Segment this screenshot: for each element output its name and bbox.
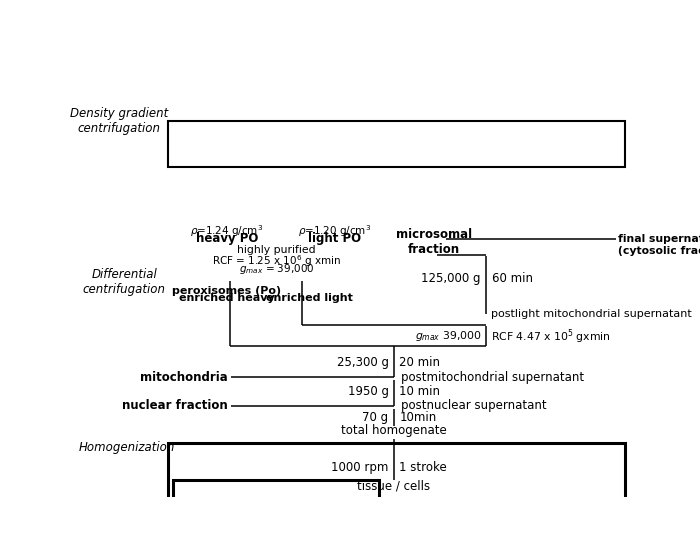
Text: enriched heavy: enriched heavy xyxy=(179,293,275,302)
Text: microsomal
fraction: microsomal fraction xyxy=(395,228,472,256)
Text: 125,000 g: 125,000 g xyxy=(421,272,481,285)
Text: enriched light: enriched light xyxy=(267,293,354,302)
Text: Density gradient
centrifugation: Density gradient centrifugation xyxy=(70,107,168,134)
Text: postmitochondrial supernatant: postmitochondrial supernatant xyxy=(400,371,584,384)
Text: 60 min: 60 min xyxy=(491,272,533,285)
Text: peroxisomes (Po): peroxisomes (Po) xyxy=(172,286,281,296)
Text: 25,300 g: 25,300 g xyxy=(337,356,389,369)
Text: nuclear fraction: nuclear fraction xyxy=(122,399,228,412)
Text: RCF 4.47 x 10$^5$ gxmin: RCF 4.47 x 10$^5$ gxmin xyxy=(491,327,610,345)
Text: postlight mitochondrial supernatant: postlight mitochondrial supernatant xyxy=(491,309,692,319)
Text: Differential
centrifugation: Differential centrifugation xyxy=(83,268,166,296)
Text: postnuclear supernatant: postnuclear supernatant xyxy=(400,399,546,412)
Bar xyxy=(168,121,624,167)
Text: heavy PO: heavy PO xyxy=(196,232,258,246)
Text: mitochondria: mitochondria xyxy=(140,371,228,384)
Text: highly purified: highly purified xyxy=(237,244,316,254)
Text: $\rho$=1.24 g/cm$^3$: $\rho$=1.24 g/cm$^3$ xyxy=(190,223,263,239)
Text: RCF = 1.25 x 10$^6$ g xmin: RCF = 1.25 x 10$^6$ g xmin xyxy=(211,253,341,269)
Text: 1 stroke: 1 stroke xyxy=(400,461,447,474)
Text: 20 min: 20 min xyxy=(400,356,440,369)
Text: final supernatant
(cytosolic fraction): final supernatant (cytosolic fraction) xyxy=(618,234,700,256)
Text: 1000 rpm: 1000 rpm xyxy=(331,461,388,474)
Text: 1950 g: 1950 g xyxy=(348,385,388,398)
Text: tissue / cells: tissue / cells xyxy=(358,479,430,492)
Text: $g_{max}$ 39,000: $g_{max}$ 39,000 xyxy=(415,329,482,343)
Text: $\rho$=1.20 g/cm$^3$: $\rho$=1.20 g/cm$^3$ xyxy=(298,223,371,239)
Text: light PO: light PO xyxy=(308,232,361,246)
Text: 10 min: 10 min xyxy=(400,385,440,398)
Text: total homogenate: total homogenate xyxy=(341,424,447,436)
Text: 70 g: 70 g xyxy=(363,411,389,424)
Bar xyxy=(168,443,624,558)
Text: 10min: 10min xyxy=(400,411,437,424)
Text: Homogenization: Homogenization xyxy=(79,441,175,454)
Bar xyxy=(173,480,379,558)
Text: $g_{max}$ = 39,000: $g_{max}$ = 39,000 xyxy=(239,262,314,276)
